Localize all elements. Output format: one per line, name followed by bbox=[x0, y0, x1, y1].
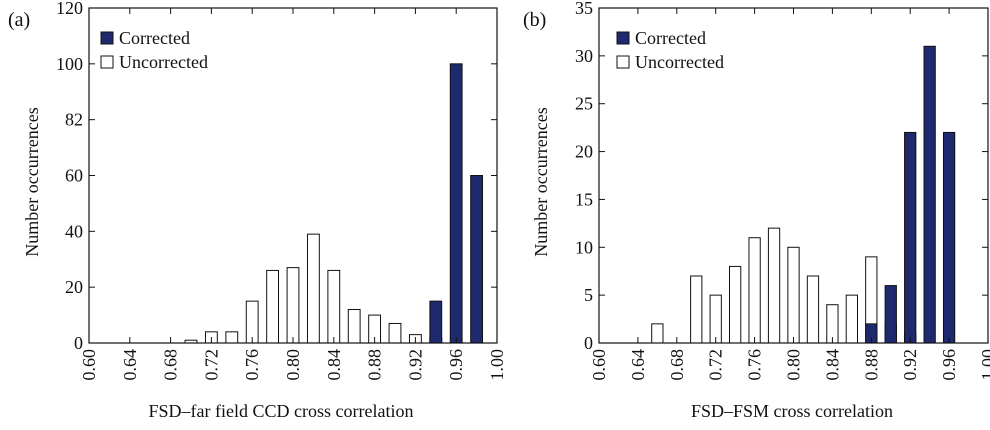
x-tick-label: 0.72 bbox=[706, 349, 726, 381]
x-tick-label: 0.92 bbox=[405, 349, 425, 381]
plot-area: 0 20 40 60 82 100 120 0.60 0.64 0.68 0.72 0.76 0.80 0… bbox=[56, 0, 507, 381]
y-tick-label: 10 bbox=[575, 237, 593, 257]
x-tick-label: 0.92 bbox=[900, 349, 920, 381]
x-tick-label: 0.84 bbox=[324, 349, 344, 381]
panel-label: (b) bbox=[523, 9, 546, 31]
legend-label-uncorrected: Uncorrected bbox=[635, 52, 724, 72]
bar-uncorrected bbox=[306, 233, 320, 344]
bar-corrected bbox=[942, 131, 956, 344]
x-tick-label: 0.96 bbox=[446, 349, 466, 381]
x-tick-label: 0.60 bbox=[79, 349, 99, 381]
x-tick-label: 0.64 bbox=[120, 349, 140, 381]
legend-swatch-corrected bbox=[100, 31, 114, 45]
bar-corrected bbox=[449, 63, 463, 344]
legend-swatch-uncorrected bbox=[100, 55, 114, 69]
bar-uncorrected bbox=[266, 269, 280, 344]
bar-uncorrected bbox=[225, 331, 239, 344]
y-axis-label: Number occurrences bbox=[22, 107, 42, 256]
y-tick-label: 35 bbox=[575, 0, 593, 18]
panel-a: (a) Number occurrences FSD–far field CCD… bbox=[8, 0, 507, 421]
y-tick-label: 100 bbox=[56, 54, 83, 74]
bar-uncorrected bbox=[286, 267, 300, 344]
legend: Corrected Uncorrected bbox=[616, 28, 724, 72]
y-tick-label: 0 bbox=[74, 333, 83, 353]
y-tick-label: 25 bbox=[575, 94, 593, 114]
bar-corrected bbox=[429, 300, 443, 344]
bar-uncorrected bbox=[767, 227, 781, 344]
y-tick-label: 15 bbox=[575, 189, 593, 209]
y-tick-label: 30 bbox=[575, 46, 593, 66]
bar-uncorrected bbox=[845, 294, 858, 344]
x-tick-label: 0.76 bbox=[745, 349, 765, 381]
x-tick-label: 0.64 bbox=[628, 349, 648, 381]
bar-uncorrected bbox=[787, 246, 800, 344]
y-tick-label: 20 bbox=[575, 142, 593, 162]
x-axis-label: FSD–FSM cross correlation bbox=[691, 401, 893, 421]
plot-frame bbox=[88, 7, 498, 344]
x-tick-label: 0.68 bbox=[161, 349, 181, 381]
bar-uncorrected bbox=[690, 275, 703, 344]
legend: Corrected Uncorrected bbox=[100, 28, 208, 72]
y-tick-label: 60 bbox=[65, 166, 83, 186]
x-tick-label: 0.84 bbox=[822, 349, 842, 381]
y-tick-label: 5 bbox=[584, 285, 593, 305]
y-tick-label: 120 bbox=[56, 0, 83, 18]
bar-uncorrected bbox=[347, 309, 361, 344]
bar-uncorrected bbox=[709, 294, 722, 344]
bar-corrected bbox=[904, 131, 917, 344]
panel-label: (a) bbox=[8, 9, 30, 31]
y-axis-label: Number occurrences bbox=[531, 107, 551, 256]
x-tick-label: 0.80 bbox=[283, 349, 303, 381]
legend-swatch-corrected bbox=[616, 31, 630, 45]
legend-label-corrected: Corrected bbox=[119, 28, 190, 48]
x-tick-label: 0.88 bbox=[861, 349, 881, 381]
x-tick-label: 0.76 bbox=[242, 349, 262, 381]
x-tick-label: 0.72 bbox=[201, 349, 221, 381]
bar-uncorrected bbox=[729, 265, 742, 344]
y-tick-label: 0 bbox=[584, 333, 593, 353]
bar-uncorrected bbox=[245, 300, 259, 344]
x-tick-label: 1.00 bbox=[978, 349, 990, 381]
bar-corrected bbox=[470, 175, 484, 344]
bar-corrected bbox=[884, 285, 897, 344]
bar-uncorrected bbox=[388, 322, 402, 344]
x-tick-label: 0.96 bbox=[939, 349, 959, 381]
x-tick-label: 0.80 bbox=[784, 349, 804, 381]
legend-label-corrected: Corrected bbox=[635, 28, 706, 48]
panel-b: (b) Number occurrences FSD–FSM cross cor… bbox=[523, 0, 990, 421]
bar-corrected bbox=[923, 45, 936, 344]
x-tick-label: 0.60 bbox=[589, 349, 609, 381]
y-tick-label: 20 bbox=[65, 277, 83, 297]
y-tick-label: 82 bbox=[65, 110, 83, 130]
plot-frame bbox=[598, 7, 989, 344]
bar-uncorrected bbox=[748, 237, 761, 344]
legend-swatch-uncorrected bbox=[616, 55, 630, 69]
x-tick-label: 0.88 bbox=[365, 349, 385, 381]
x-axis-label: FSD–far field CCD cross correlation bbox=[149, 401, 414, 421]
y-tick-label: 40 bbox=[65, 221, 83, 241]
legend-label-uncorrected: Uncorrected bbox=[119, 52, 208, 72]
plot-area: 0 5 10 15 20 25 30 35 0.60 0.64 0.68 0.72 0.76 0.80 0.… bbox=[575, 0, 990, 381]
x-tick-label: 1.00 bbox=[487, 349, 507, 381]
bar-uncorrected bbox=[806, 275, 820, 344]
x-tick-label: 0.68 bbox=[667, 349, 687, 381]
bar-uncorrected bbox=[327, 269, 341, 344]
bar-uncorrected bbox=[651, 323, 664, 344]
